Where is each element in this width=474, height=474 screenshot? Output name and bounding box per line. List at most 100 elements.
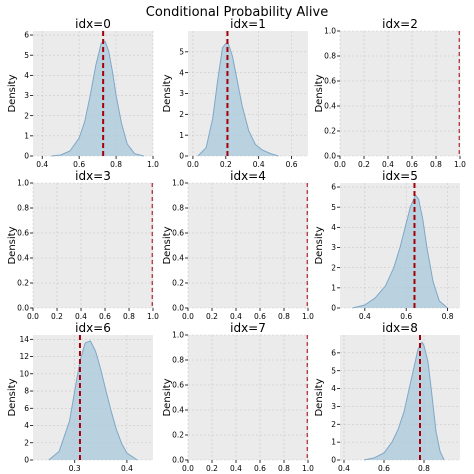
subplot-4: 0.0 0.2 0.4 0.6 0.8 1.0 0.0 0.2 0.4 0.6 0.8 1.0 idx=… [162,169,314,321]
x-tick-label: 0.0 [182,464,194,473]
y-tick-label: 4 [331,384,336,393]
x-tick-label: 0.0 [27,312,39,321]
y-tick-label: 0.0 [172,456,184,465]
y-tick-label: 0 [24,456,29,465]
x-tick-label: 0.4 [121,464,133,473]
y-tick-label: 0.2 [172,431,184,440]
x-tick-label: 0.8 [430,160,442,169]
y-axis-label: Density [162,74,173,112]
x-tick-label: 1.0 [147,160,159,169]
y-tick-label: 5 [331,203,336,212]
y-tick-label: 0.4 [324,102,336,111]
y-tick-label: 0.6 [17,229,29,238]
y-tick-label: 0.2 [324,127,336,136]
x-tick-label: 0.6 [254,464,266,473]
x-tick-label: 0.3 [69,464,81,473]
y-tick-label: 2 [24,438,29,447]
x-tick-label: 0.2 [358,160,370,169]
subplot-title: idx=5 [382,169,418,183]
y-tick-label: 0 [331,304,336,313]
x-tick-label: 0.4 [75,312,87,321]
y-tick-label: 0.2 [172,279,184,288]
subplot-title: idx=0 [75,17,111,31]
y-tick-label: 0.8 [172,356,184,365]
x-tick-label: 0.4 [338,464,350,473]
y-tick-label: 12 [19,352,29,361]
y-tick-label: 0 [331,456,336,465]
y-tick-label: 0.6 [324,77,336,86]
x-tick-label: 0.8 [278,464,290,473]
subplot-6: 0.3 0.4 0 2 4 6 8 10 12 14 idx=6 Density [7,321,153,473]
y-tick-label: 0.8 [172,204,184,213]
figure-title: Conditional Probability Alive [146,5,328,20]
y-axis-label: Density [7,74,18,112]
y-tick-label: 0.4 [17,254,29,263]
y-tick-label: 8 [24,387,29,396]
x-tick-label: 0.4 [36,160,48,169]
y-tick-label: 1.0 [17,179,29,188]
x-tick-label: 0.8 [110,160,122,169]
y-tick-label: 10 [19,369,29,378]
y-axis-label: Density [7,378,18,416]
y-tick-label: 4 [24,421,29,430]
x-tick-label: 0.8 [418,464,430,473]
y-tick-label: 1 [24,131,29,140]
x-tick-label: 1.0 [147,312,159,321]
x-tick-label: 0.4 [359,312,371,321]
y-tick-label: 2 [24,111,29,120]
x-tick-label: 0.6 [286,160,298,169]
y-tick-label: 6 [24,31,29,40]
y-tick-label: 3 [331,402,336,411]
y-axis-label: Density [162,226,173,264]
subplot-title: idx=3 [75,169,111,183]
subplot-5: 0.4 0.6 0.8 0 1 2 3 4 5 6 idx=5 Density [314,169,460,321]
y-tick-label: 0.6 [172,229,184,238]
x-tick-label: 0.8 [278,312,290,321]
y-tick-label: 4 [179,68,184,77]
x-tick-label: 0.8 [442,312,454,321]
x-tick-label: 0.0 [187,160,199,169]
subplot-title: idx=4 [230,169,266,183]
density-line [363,341,445,461]
y-tick-label: 2 [179,110,184,119]
y-tick-label: 0.4 [172,406,184,415]
y-tick-label: 0.0 [17,304,29,313]
x-tick-label: 0.4 [230,312,242,321]
density-area [51,41,144,156]
y-tick-label: 0.0 [172,304,184,313]
y-tick-label: 1.0 [324,27,336,36]
plot-area [188,183,308,308]
subplot-2: 0.0 0.2 0.4 0.6 0.8 1.0 0.0 0.2 0.4 0.6 0.8 1.0 idx=… [314,17,466,169]
x-tick-label: 0.4 [230,464,242,473]
y-tick-label: 3 [331,243,336,252]
y-tick-label: 6 [331,348,336,357]
y-tick-label: 6 [331,183,336,192]
y-tick-label: 5 [179,47,184,56]
density-area [197,41,279,156]
y-tick-label: 1 [331,438,336,447]
subplot-title: idx=2 [382,17,418,31]
y-tick-label: 0.8 [324,52,336,61]
subplot-title: idx=7 [230,321,266,335]
x-tick-label: 0.6 [406,160,418,169]
y-tick-label: 2 [331,420,336,429]
y-tick-label: 0.0 [324,152,336,161]
y-tick-label: 0.6 [172,381,184,390]
subplot-title: idx=1 [230,17,266,31]
y-tick-label: 2 [331,263,336,272]
subplot-title: idx=6 [75,321,111,335]
plot-area [33,183,153,308]
y-tick-label: 4 [331,223,336,232]
x-tick-label: 0.0 [182,312,194,321]
plot-area [188,335,308,460]
y-tick-label: 1.0 [172,331,184,340]
x-tick-label: 0.6 [378,464,390,473]
y-tick-label: 0.8 [17,204,29,213]
subplot-title: idx=8 [382,321,418,335]
x-tick-label: 0.6 [254,312,266,321]
y-tick-label: 5 [331,366,336,375]
x-tick-label: 0.2 [220,160,232,169]
subplot-8: 0.4 0.6 0.8 0 1 2 3 4 5 6 idx=8 Density [314,321,460,473]
y-tick-label: 0 [179,152,184,161]
